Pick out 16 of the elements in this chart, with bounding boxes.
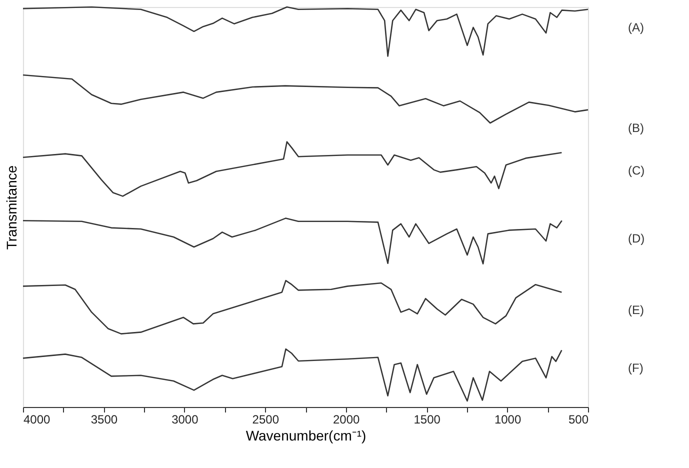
text: (B) [628, 120, 644, 135]
x-tick-label: 2500 [252, 412, 280, 426]
text: (D) [628, 232, 645, 246]
text: (F) [628, 361, 644, 376]
y-axis-title: Transmitance [4, 165, 20, 250]
text: (A) [628, 20, 644, 34]
x-axis-title: Wavenumber(cm⁻¹) [246, 428, 366, 444]
text: (E) [628, 303, 644, 318]
x-tick-label: 1000 [494, 412, 522, 426]
x-tick-label: 3000 [172, 412, 199, 426]
text: (C) [628, 164, 645, 178]
x-tick-label: 4000 [24, 412, 51, 426]
x-tick-label: 3500 [90, 412, 118, 426]
x-tick-label: 2000 [333, 412, 360, 426]
x-tick-label: 500 [568, 412, 589, 426]
x-tick-label: 1500 [414, 412, 441, 426]
